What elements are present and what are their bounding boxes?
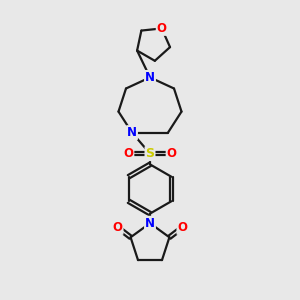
Text: N: N [145, 217, 155, 230]
Text: O: O [177, 221, 188, 234]
Text: O: O [112, 221, 123, 234]
Text: O: O [167, 147, 177, 160]
Text: N: N [145, 71, 155, 84]
Text: N: N [127, 126, 137, 139]
Text: S: S [146, 147, 154, 160]
Text: O: O [157, 22, 167, 35]
Text: O: O [123, 147, 134, 160]
